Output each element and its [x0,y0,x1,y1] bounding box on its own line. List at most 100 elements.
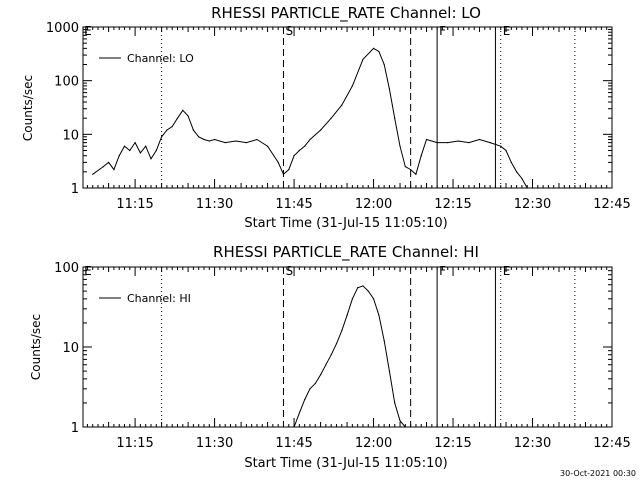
data-point [521,177,523,180]
data-point [553,187,555,189]
data-point [383,63,385,66]
data-point [203,138,205,141]
data-point [526,187,528,189]
data-point [394,402,396,404]
data-point [150,158,152,160]
panel-lo: RHESSI PARTICLE_RATE Channel: LO Start T… [21,4,631,231]
data-point [531,187,534,189]
data-point [447,142,449,144]
event-marker-label: E [84,264,92,278]
data-point [182,109,184,111]
data-point [123,145,126,147]
plot-frame [82,266,613,428]
data-point [468,142,470,144]
legend-label: Channel: HI [127,292,191,305]
data-point [537,187,539,189]
x-tick-label: 11:45 [275,197,312,212]
data-point [436,142,438,144]
data-point [478,138,481,141]
y-tick-label: 10 [62,128,79,143]
x-axis-label: Start Time (31-Jul-15 11:05:10) [244,456,447,471]
data-point [213,138,216,141]
data-point [288,169,290,171]
chart-title: RHESSI PARTICLE_RATE Channel: LO [211,4,481,23]
x-tick-label: 12:15 [434,197,471,212]
data-point [256,138,258,141]
data-point [293,155,295,157]
data-point [134,142,136,144]
data-point [574,187,576,189]
x-tick-label: 11:15 [116,436,153,451]
data-point [547,187,550,189]
data-point [113,169,115,171]
data-point [282,173,285,175]
x-axis-label: Start Time (31-Jul-15 11:05:10) [244,216,447,231]
data-point [378,314,380,316]
data-point [277,161,279,163]
data-point [304,399,306,401]
data-point [516,171,518,173]
data-point [362,58,364,60]
y-tick-label: 1000 [46,21,79,36]
data-point [542,187,544,189]
data-point [357,287,359,289]
data-point [399,145,401,147]
data-point [198,136,200,138]
x-tick-label: 11:45 [275,436,312,451]
data-point [330,354,332,356]
x-tick-label: 12:15 [434,436,471,451]
data-point [341,330,343,332]
data-point [139,152,142,154]
data-point [457,140,459,142]
y-axis-label: Counts/sec [21,75,35,141]
x-tick-label: 11:30 [196,197,233,212]
y-axis-label: Counts/sec [29,314,43,380]
data-point [351,298,353,300]
event-marker-label: S [285,264,293,278]
data-point [410,169,412,171]
event-marker-label: F [439,264,446,278]
data-point [314,382,316,385]
x-tick-label: 12:00 [355,436,392,451]
data-point [394,117,396,119]
x-tick-label: 12:30 [514,436,551,451]
data-point [362,285,364,287]
data-point [341,104,343,106]
data-point [425,138,428,141]
x-tick-label: 12:45 [593,197,630,212]
data-point [383,340,385,342]
y-tick-label: 10 [62,341,79,356]
data-point [102,166,104,168]
x-tick-label: 11:15 [116,197,153,212]
event-marker-label: E [503,24,511,38]
data-point [235,140,237,142]
data-point [319,374,322,376]
data-point [415,173,417,175]
data-point [309,138,311,141]
panel-hi: RHESSI PARTICLE_RATE Channel: HI Start T… [29,243,631,471]
data-point [569,187,571,189]
data-point [404,166,406,168]
data-point [558,187,560,189]
data-point [171,125,173,128]
data-point [563,187,565,189]
x-tick-label: 11:30 [196,436,233,451]
data-point [505,149,507,152]
y-tick-label: 100 [54,75,79,90]
data-point [266,145,269,147]
y-tick-label: 1 [71,421,79,436]
data-point [309,388,311,390]
data-point [351,85,353,87]
data-point [155,149,157,152]
data-point [176,117,179,119]
data-point [372,298,375,300]
data-point [145,145,147,147]
x-tick-label: 12:00 [355,197,392,212]
data-point [224,142,226,144]
event-marker-label: E [503,264,511,278]
legend-label: Channel: LO [127,52,194,65]
data-point [245,142,247,144]
chart-title: RHESSI PARTICLE_RATE Channel: HI [213,243,479,262]
data-point [108,161,110,163]
event-marker-label: S [285,24,293,38]
